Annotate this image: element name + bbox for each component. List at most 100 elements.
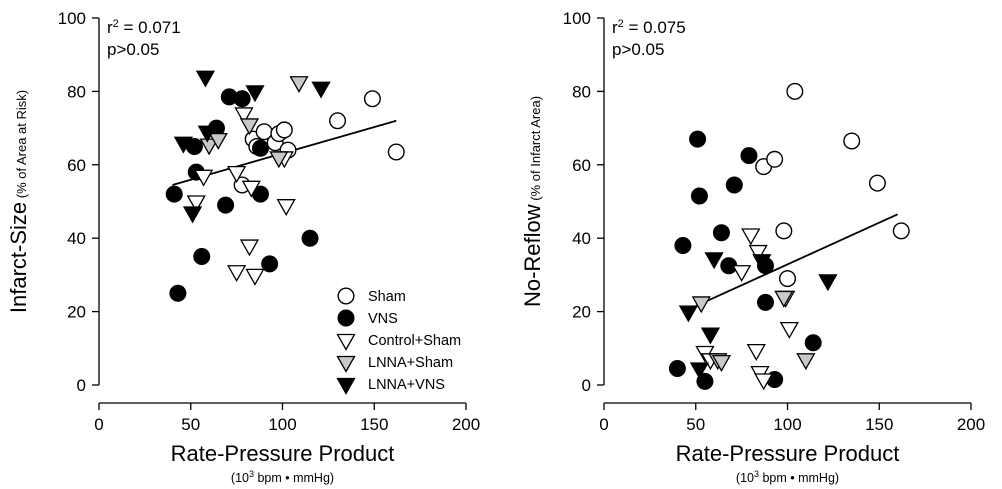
panel-2: 0 20 40 60 80 100 0 50 100 150 200 Rate-Pressure Pr…	[520, 9, 985, 485]
panel-1-r-base: r	[107, 18, 113, 37]
panel-1-legend-marker	[337, 309, 355, 327]
panel-2-point	[892, 222, 910, 240]
panel-2-point	[746, 343, 766, 361]
panel-2-series-lnna-vns	[678, 252, 838, 380]
panel-1-x-axis-title: Rate-Pressure Product	[171, 441, 395, 466]
panel-2-y-tick-label: 60	[572, 156, 591, 175]
panel-1-y-tick-label: 100	[58, 9, 86, 28]
panel-1-point	[233, 90, 251, 108]
panel-1-x-tick-label: 0	[94, 415, 103, 434]
panel-1-y-title-main: Infarct-Size	[6, 202, 31, 313]
panel-1-point	[195, 70, 216, 88]
panel-2-point	[704, 252, 724, 270]
panel-2-point	[712, 224, 730, 242]
panel-2-x-axis-subtitle: (103 bpm • mmHg)	[736, 469, 839, 485]
panel-2-y-tick-label: 80	[572, 82, 591, 101]
panel-1-point	[173, 136, 194, 154]
panel-2-series-sham	[755, 82, 910, 288]
panel-1-point	[245, 268, 265, 286]
panel-2-r-sup: 2	[618, 18, 624, 30]
panel-1-point	[245, 85, 265, 103]
panel-2-point	[711, 354, 732, 372]
panel-1-legend-label: LNNA+Sham	[368, 355, 453, 371]
panel-2-point	[796, 353, 816, 371]
panel-2-point	[754, 373, 774, 391]
panel-1-point	[239, 118, 260, 136]
panel-2-y-tick-label: 40	[572, 229, 591, 248]
panel-2-y-tick-label: 0	[582, 376, 591, 395]
panel-1-point	[276, 199, 296, 216]
panel-1-y-tick-label: 20	[67, 303, 86, 322]
panel-2-point	[732, 265, 752, 283]
panel-2-point	[678, 305, 699, 323]
panel-1-y-tick-label: 60	[67, 156, 86, 175]
panel-2-point	[786, 82, 804, 100]
panel-2-point	[752, 254, 772, 272]
panel-2-point	[740, 147, 758, 165]
panel-1-x-sub-post: bpm • mmHg)	[254, 471, 334, 485]
panel-1-point	[251, 139, 269, 157]
panel-1-r-sup: 2	[113, 18, 119, 30]
panel-2-point	[689, 362, 710, 380]
panel-2-point	[756, 293, 774, 311]
panel-2-point	[775, 222, 793, 240]
panel-1-r-value: = 0.071	[119, 18, 181, 37]
panel-2-point	[766, 150, 784, 168]
panel-1-point	[275, 121, 293, 139]
panel-1-point	[169, 284, 187, 302]
panel-1-point	[329, 112, 347, 130]
panel-2-p-value: p>0.05	[612, 40, 664, 59]
panel-1-point	[269, 151, 289, 169]
panel-1-x-tick-label: 200	[452, 415, 480, 434]
panel-1-point	[301, 229, 319, 247]
panel-2-point	[691, 296, 711, 314]
panel-2-y-tick-label: 20	[572, 303, 591, 322]
panel-1-x-sub-pre: (10	[231, 471, 249, 485]
panel-2-point	[700, 327, 721, 345]
panel-1-x-sub-sup: 3	[249, 469, 254, 479]
panel-2-x-tick-label: 100	[773, 415, 801, 434]
panel-1-point	[239, 239, 260, 257]
panel-1-r-squared: r2 = 0.071	[107, 18, 181, 37]
panel-2-r-base: r	[612, 18, 618, 37]
panel-2-point	[843, 132, 861, 150]
panel-1-point	[217, 196, 235, 214]
panel-2-x-tick-label: 50	[686, 415, 705, 434]
panel-1-point	[193, 169, 214, 187]
panel-2-series-lnna-sham	[691, 290, 816, 372]
panel-2-x-tick-label: 200	[957, 415, 985, 434]
panel-1-point	[182, 206, 203, 224]
panel-1-series-control-sham	[186, 107, 296, 286]
panel-1-y-tick-label: 40	[67, 229, 86, 248]
panel-2-point	[689, 130, 707, 148]
panel-1-point	[227, 165, 247, 183]
panel-2-x-tick-label: 0	[599, 415, 608, 434]
panel-1-point	[234, 107, 254, 125]
panel-1-x-axis-subtitle: (103 bpm • mmHg)	[231, 469, 334, 485]
panel-1-point	[208, 132, 228, 150]
panel-1-legend-marker	[336, 355, 356, 373]
panel-2-x-sub-post: bpm • mmHg)	[759, 471, 839, 485]
panel-2-x-sub-pre: (10	[736, 471, 754, 485]
panel-1-point	[193, 248, 211, 266]
panel-2-point	[774, 290, 794, 308]
panel-2-point	[804, 334, 822, 352]
panel-1-point	[197, 125, 217, 143]
panel-1-y-tick-label: 80	[67, 82, 86, 101]
panel-1-y-tick-label: 0	[77, 376, 86, 395]
panel-1-legend-marker	[336, 377, 356, 395]
panel-1-point	[241, 180, 261, 198]
panel-2-point	[696, 372, 714, 390]
panel-1-point	[363, 90, 381, 108]
panel-2-r-squared: r2 = 0.075	[612, 18, 686, 37]
panel-1-x-tick-label: 100	[268, 415, 296, 434]
panel-2-x-tick-label: 150	[865, 415, 893, 434]
panel-1-y-title-sub: (% of Area at Risk)	[14, 90, 29, 202]
panel-1-point	[311, 81, 331, 99]
panel-1-x-tick-label: 50	[181, 415, 200, 434]
panel-2-x-axis-title: Rate-Pressure Product	[676, 441, 900, 466]
panel-1-legend-label: Sham	[368, 289, 406, 305]
panel-1-point	[387, 143, 405, 161]
panel-1-legend: Sham VNS Control+Sham LNNA+Sham LNNA+VNS	[336, 287, 461, 395]
